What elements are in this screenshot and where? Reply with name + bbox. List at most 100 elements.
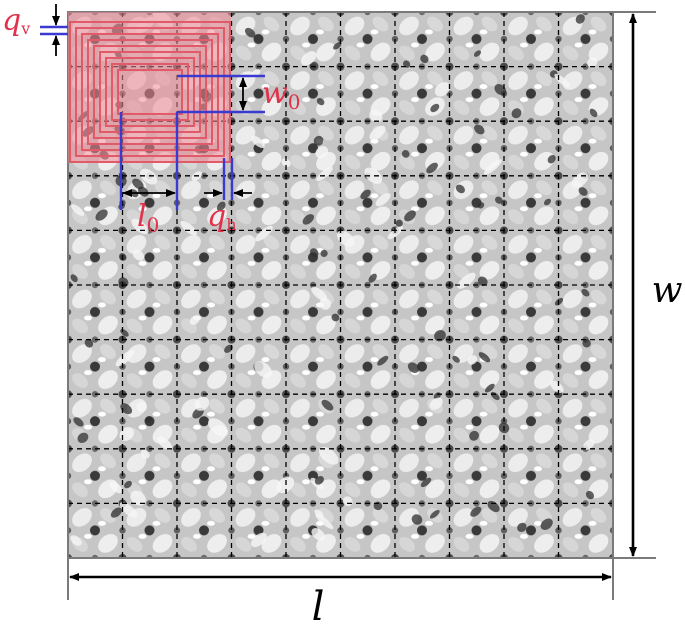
texture-speckle xyxy=(208,418,229,437)
texture-speckle xyxy=(244,27,256,38)
texture-speckle xyxy=(495,196,503,204)
texture-speckle xyxy=(587,57,598,68)
texture-speckle xyxy=(407,362,420,374)
texture-speckle xyxy=(311,286,328,301)
texture-speckle xyxy=(540,518,553,530)
texture-speckle xyxy=(411,514,423,525)
texture-speckle xyxy=(300,51,317,66)
texture-speckle xyxy=(333,41,342,50)
texture-speckle xyxy=(483,159,502,175)
texture-speckle xyxy=(455,184,465,194)
texture-speckle xyxy=(70,535,82,546)
texture-speckle xyxy=(115,349,135,367)
texture-speckle xyxy=(140,449,150,459)
texture-speckle xyxy=(377,355,389,366)
coil-turn xyxy=(69,21,231,163)
texture-speckle xyxy=(316,166,333,182)
texture-speckle xyxy=(368,273,377,283)
texture-speckle xyxy=(369,109,383,123)
texture-speckle xyxy=(316,97,325,106)
texture-speckle xyxy=(474,124,485,135)
texture-speckle xyxy=(180,220,197,236)
texture-speckle xyxy=(452,355,460,363)
label-cell-length: l0 xyxy=(137,199,159,237)
texture-speckle xyxy=(120,403,133,415)
coil-turn xyxy=(111,63,189,121)
texture-speckle xyxy=(224,344,233,353)
texture-speckle xyxy=(517,522,527,533)
texture-speckle xyxy=(336,230,355,247)
texture-speckle xyxy=(585,490,595,500)
texture-speckle xyxy=(313,135,324,146)
texture-speckle xyxy=(124,480,132,489)
texture-speckle xyxy=(189,315,200,325)
texture-speckle xyxy=(132,249,145,261)
texture-speckle xyxy=(578,187,588,196)
texture-speckle xyxy=(140,168,158,185)
texture-speckle xyxy=(314,509,324,518)
texture-speckle xyxy=(401,150,410,158)
texture-speckle xyxy=(71,204,85,216)
texture-speckle xyxy=(494,84,507,96)
texture-speckle xyxy=(318,446,339,465)
highlighted-coil-cell xyxy=(68,12,231,163)
texture-speckle xyxy=(119,427,135,441)
texture-speckle xyxy=(582,339,591,348)
texture-speckle xyxy=(109,481,123,494)
texture-speckle xyxy=(457,272,476,289)
texture-speckle xyxy=(511,108,522,119)
texture-speckle xyxy=(473,50,482,57)
label-gap-v: qv xyxy=(2,3,30,38)
texture-speckle xyxy=(73,417,84,427)
coil-turn xyxy=(99,51,201,133)
texture-speckle xyxy=(581,288,590,297)
texture-speckle xyxy=(110,507,122,518)
texture-speckle xyxy=(434,82,451,97)
texture-speckle xyxy=(470,506,482,517)
texture-speckle xyxy=(429,397,443,410)
texture-speckle xyxy=(70,274,78,283)
texture-speckle xyxy=(254,361,273,378)
texture-speckle xyxy=(487,500,500,513)
texture-speckle xyxy=(404,210,416,222)
coil-turn xyxy=(75,27,225,157)
texture-speckle xyxy=(145,416,152,423)
label-cell-width: w0 xyxy=(262,76,300,114)
texture-speckle xyxy=(315,146,329,159)
blue-markers xyxy=(40,25,265,210)
dashed-grid xyxy=(68,12,613,558)
texture-speckle xyxy=(420,54,429,64)
texture-speckle xyxy=(589,108,598,118)
texture-speckle xyxy=(364,167,383,184)
texture-speckle xyxy=(136,401,147,413)
texture-speckle xyxy=(375,192,391,207)
texture-speckle xyxy=(321,399,334,411)
texture-speckle xyxy=(434,329,446,342)
texture-speckle xyxy=(309,248,319,257)
texture-speckle xyxy=(484,383,495,393)
texture-speckle xyxy=(119,502,138,518)
label-gap-h: qh xyxy=(207,199,237,234)
texture-speckle xyxy=(360,189,371,200)
texture-speckle xyxy=(583,439,595,450)
panel-border xyxy=(67,11,614,559)
coil-turn xyxy=(117,69,183,115)
texture-speckle xyxy=(331,313,340,322)
texture-speckle xyxy=(469,430,480,441)
texture-speckle xyxy=(319,298,331,310)
texture-speckle xyxy=(250,135,265,148)
texture-speckle xyxy=(426,162,438,174)
texture-speckle xyxy=(95,209,108,221)
label-overall-length: l xyxy=(312,584,325,630)
texture-speckle xyxy=(547,154,556,164)
texture-speckle xyxy=(430,103,440,113)
texture-speckle xyxy=(302,214,315,225)
texture-speckle xyxy=(311,528,326,541)
texture-speckle xyxy=(157,436,173,450)
texture-speckle xyxy=(478,352,491,363)
texture-speckle xyxy=(420,477,432,488)
coil-turn xyxy=(105,57,195,127)
texture-speckle xyxy=(132,178,144,190)
texture-speckle xyxy=(216,201,226,211)
texture-speckle xyxy=(281,158,291,167)
